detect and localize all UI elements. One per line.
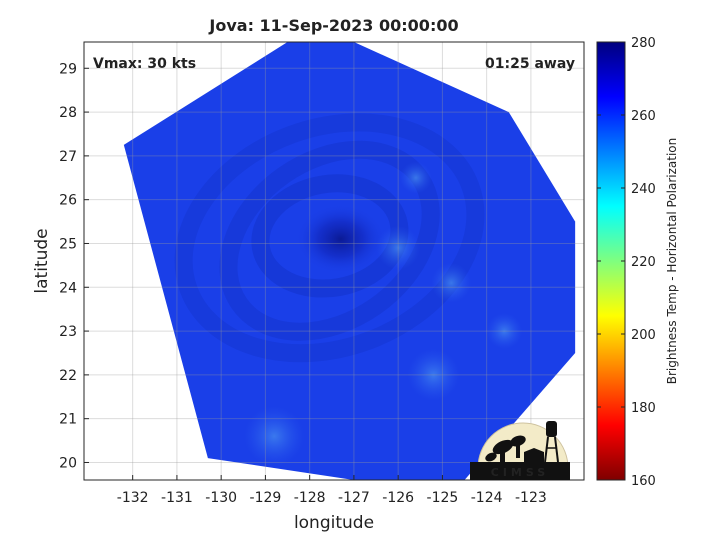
spiral-band [174, 113, 485, 363]
y-tick-label: 24 [59, 280, 77, 296]
colorbar-tick-label: 200 [631, 328, 656, 343]
x-tick-label: -129 [250, 490, 282, 506]
colorbar-gradient [596, 41, 626, 481]
x-axis: -132 -131 -130 -129 -128 -127 -126 -125 -124 -123 [117, 475, 547, 506]
y-tick-label: 23 [59, 324, 77, 340]
colorbar-ticks: 160 180 200 220 240 260 280 [597, 36, 656, 489]
swath-detail [174, 113, 523, 467]
vmax-label: Vmax: 30 kts [93, 56, 196, 72]
warm-patch [376, 225, 421, 270]
spiral-band [251, 174, 409, 298]
x-tick-label: -124 [471, 490, 503, 506]
colorbar: 160 180 200 220 240 260 280 Brightness Temp - … [596, 36, 679, 489]
y-tick-label: 21 [59, 412, 77, 428]
x-tick-label: -126 [382, 490, 414, 506]
warm-patch [399, 161, 432, 194]
colorbar-tick-label: 240 [631, 182, 656, 197]
swath-layer [123, 42, 576, 480]
y-tick-label: 28 [59, 105, 77, 121]
x-axis-label: longitude [294, 513, 374, 533]
x-tick-label: -125 [427, 490, 459, 506]
y-tick-label: 26 [59, 193, 77, 209]
colorbar-tick-label: 280 [631, 36, 656, 51]
time-away-label: 01:25 away [485, 56, 575, 72]
colorbar-tick-label: 160 [631, 474, 656, 489]
x-tick-label: -130 [205, 490, 237, 506]
cimss-logo: CIMSS [470, 421, 570, 480]
storm-core [295, 204, 386, 275]
y-tick-label: 22 [59, 368, 77, 384]
y-axis: 20 21 22 23 24 25 26 27 28 29 [59, 61, 89, 471]
axes-frame [83, 41, 585, 481]
warm-patch [407, 348, 460, 401]
x-tick-label: -123 [515, 490, 547, 506]
colorbar-label: Brightness Temp - Horizontal Polarizatio… [665, 138, 679, 385]
warm-patch [431, 262, 472, 303]
colorbar-tick-label: 260 [631, 109, 656, 124]
y-tick-label: 25 [59, 236, 77, 252]
x-tick-label: -132 [117, 490, 149, 506]
warm-patch [244, 406, 305, 467]
grid [84, 42, 584, 480]
y-axis-label: latitude [32, 228, 52, 293]
colorbar-tick-label: 220 [631, 255, 656, 270]
colorbar-tick-label: 180 [631, 401, 656, 416]
x-tick-label: -127 [338, 490, 370, 506]
cimss-logo-text: CIMSS [491, 466, 549, 479]
y-tick-label: 20 [59, 455, 77, 471]
x-tick-label: -128 [294, 490, 326, 506]
warm-patch [486, 313, 523, 350]
y-tick-label: 29 [59, 61, 77, 77]
y-tick-label: 27 [59, 149, 77, 165]
chart-title: Jova: 11-Sep-2023 00:00:00 [208, 16, 458, 35]
x-tick-label: -131 [161, 490, 193, 506]
